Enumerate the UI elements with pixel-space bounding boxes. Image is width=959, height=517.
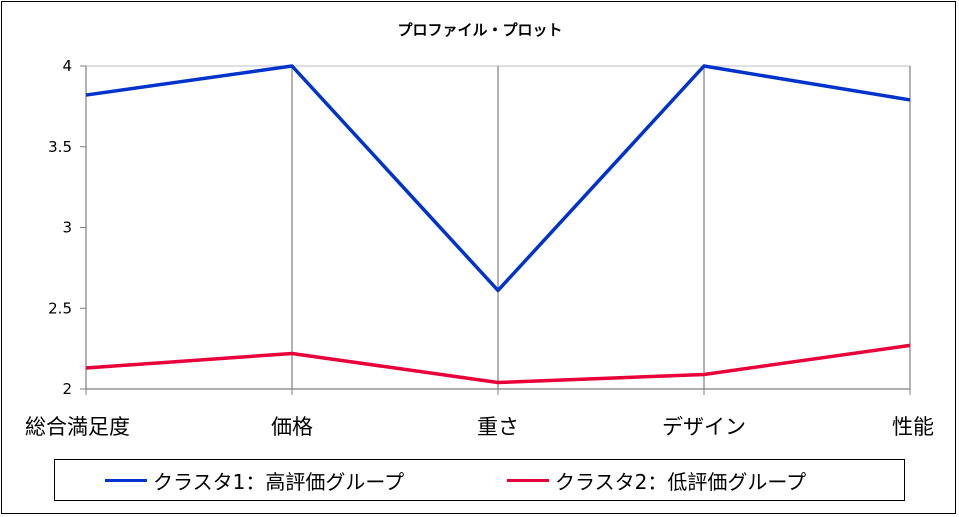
legend-label-cluster2: クラスタ2：低評価グループ [555,469,807,494]
y-tick-label-3: 2.5 [48,299,72,317]
legend-swatch-cluster1 [105,478,147,482]
y-tick-label-1: 3.5 [48,138,72,156]
x-tick-label-1: 価格 [271,415,313,439]
x-tick-label-2: 重さ [477,415,519,439]
legend: クラスタ1：高評価グループ クラスタ2：低評価グループ [54,459,905,501]
series-line-1 [85,64,911,293]
legend-item-cluster2: クラスタ2：低評価グループ [507,460,806,500]
x-tick-label-4: 性能 [892,415,934,439]
y-tick-label-2: 3 [62,219,72,237]
y-tick-label-0: 4 [62,57,72,75]
x-tick-label-0: 総合満足度 [25,415,130,439]
y-axis: 4 3.5 3 2.5 2 [48,57,86,398]
chart-title: プロファイル・プロット [397,21,562,39]
grid-lines [85,65,911,389]
series-lines [85,64,911,385]
x-axis: 総合満足度 価格 重さ デザイン 性能 [25,388,934,439]
legend-label-cluster1: クラスタ1：高評価グループ [153,469,405,494]
x-tick-label-3: デザイン [662,415,746,439]
legend-item-cluster1: クラスタ1：高評価グループ [105,460,404,500]
legend-swatch-cluster2 [507,478,549,482]
series-line-2 [85,343,911,385]
y-tick-label-4: 2 [62,380,72,398]
